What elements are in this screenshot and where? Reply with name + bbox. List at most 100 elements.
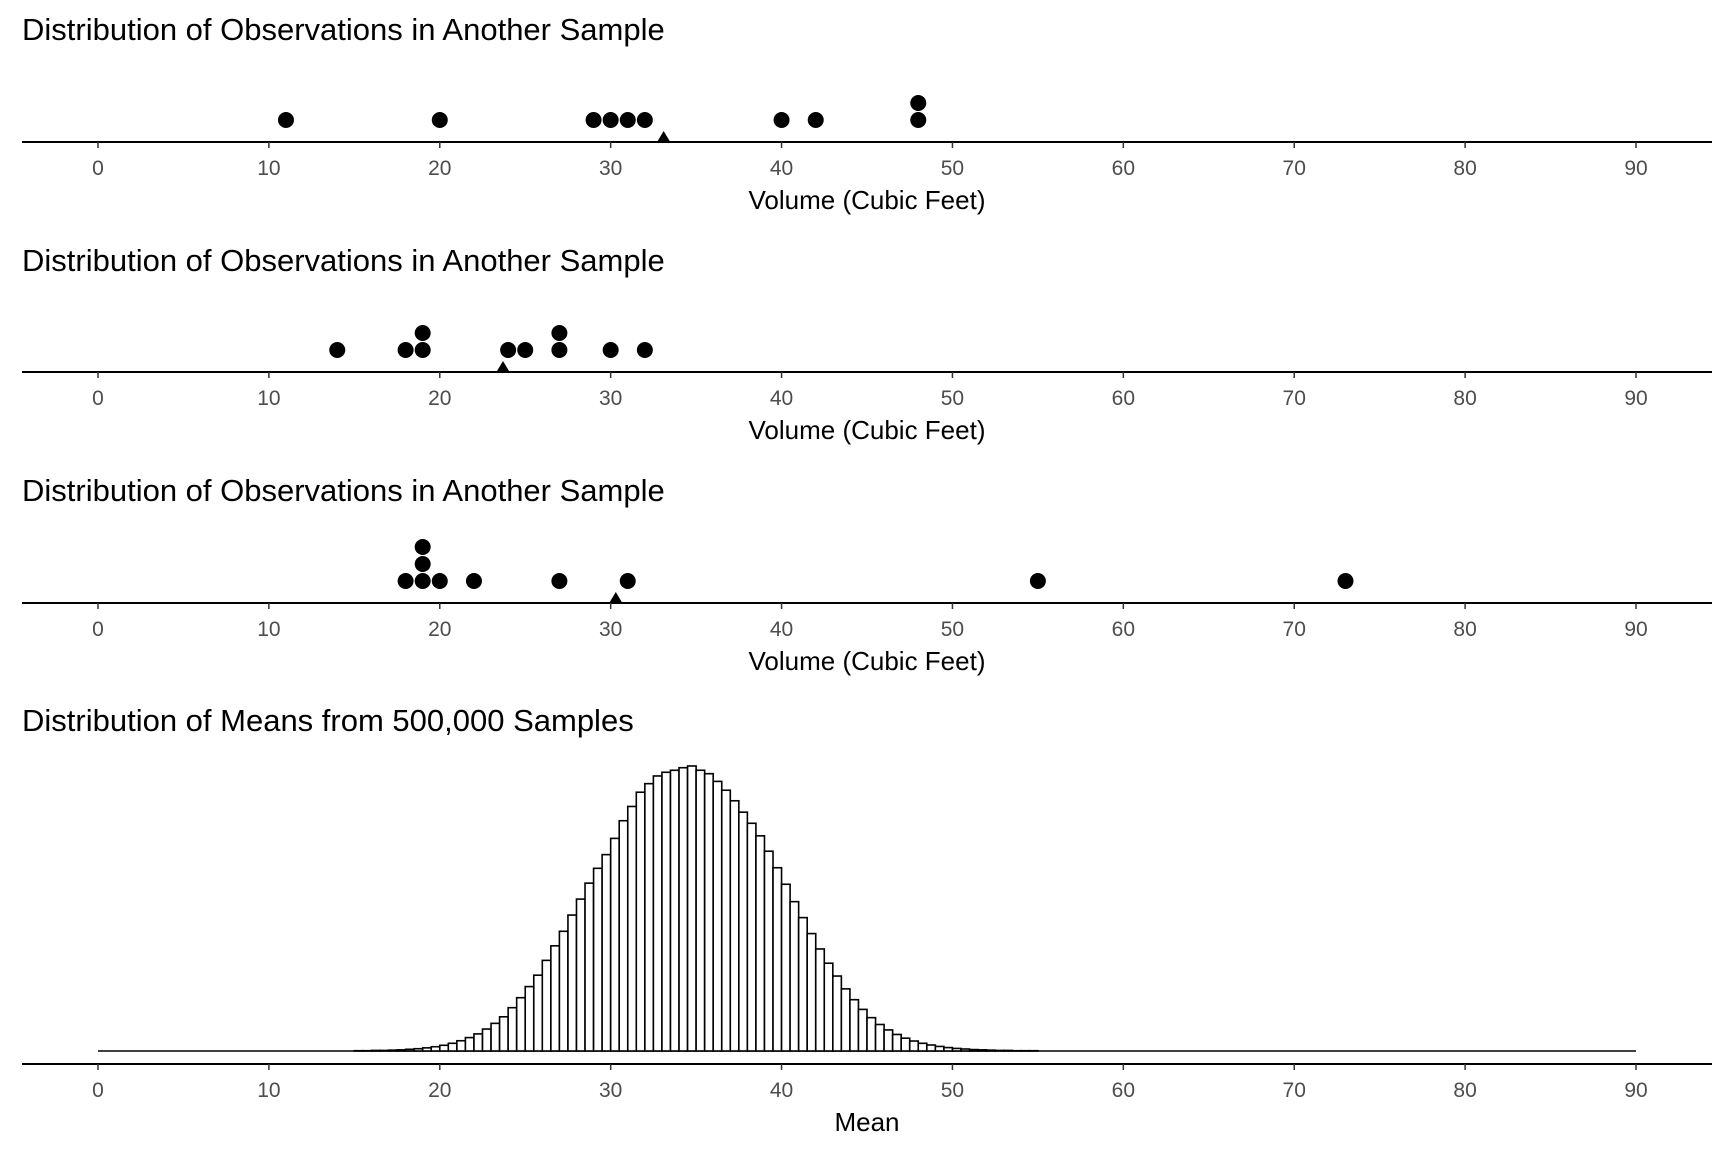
x-tick-label: 10: [257, 618, 280, 641]
histogram-bar: [592, 867, 603, 1052]
histogram-bar: [857, 1008, 868, 1052]
histogram-bar: [883, 1029, 894, 1052]
histogram-bar: [490, 1022, 501, 1052]
mean-marker: [609, 592, 622, 602]
histogram-bar: [609, 837, 621, 1052]
histogram-bar: [447, 1042, 458, 1052]
x-tick-label: 10: [257, 157, 280, 180]
histogram-bar: [635, 791, 646, 1052]
x-tick-label: 30: [599, 157, 622, 180]
data-point: [602, 112, 619, 128]
x-tick-label: 60: [1112, 387, 1135, 410]
x-tick-label: 20: [428, 387, 451, 410]
histogram-bar: [814, 948, 826, 1052]
data-point: [431, 573, 448, 589]
x-tick-label: 70: [1283, 387, 1306, 410]
histogram-bar: [567, 914, 578, 1052]
x-tick-label: 90: [1624, 1079, 1647, 1102]
histogram-bar: [575, 898, 586, 1052]
data-point: [1029, 573, 1046, 589]
x-tick-label: 70: [1283, 157, 1306, 180]
data-point: [602, 342, 619, 358]
panel-2: Distribution of Observations in Another …: [22, 243, 1712, 445]
x-tick-label: 20: [428, 1079, 451, 1102]
histogram-bar: [840, 988, 851, 1052]
histogram-bar: [832, 975, 843, 1052]
histogram-bar: [430, 1045, 441, 1052]
histogram-bar: [601, 853, 612, 1052]
histogram-bar: [387, 1049, 398, 1052]
x-tick-label: 30: [599, 387, 622, 410]
x-tick-label: 30: [599, 1079, 622, 1102]
x-tick-label: 50: [941, 387, 964, 410]
data-point: [517, 342, 534, 358]
histogram-bar: [413, 1047, 424, 1052]
histogram-bar: [729, 799, 740, 1052]
data-point: [414, 556, 431, 572]
histogram-bar: [618, 819, 629, 1052]
panel-title: Distribution of Observations in Another …: [22, 243, 665, 278]
x-tick-label: 10: [257, 387, 280, 410]
histogram-bar: [481, 1028, 492, 1052]
data-point: [636, 112, 653, 128]
histogram-bar: [917, 1042, 928, 1052]
x-axis-label: Mean: [834, 1107, 899, 1137]
x-tick-label: 10: [257, 1079, 280, 1102]
x-tick-label: 90: [1624, 618, 1647, 641]
histogram-bar: [926, 1044, 937, 1052]
data-point: [619, 573, 636, 589]
x-tick-label: 0: [92, 387, 104, 410]
histogram-bar: [379, 1049, 390, 1052]
x-axis-label: Volume (Cubic Feet): [749, 185, 986, 215]
panel-3: Distribution of Observations in Another …: [22, 473, 1712, 676]
data-point: [414, 539, 431, 555]
histogram-bar: [421, 1047, 433, 1052]
panel-4: Distribution of Means from 500,000 Sampl…: [22, 703, 1712, 1137]
panel-title: Distribution of Means from 500,000 Sampl…: [22, 703, 634, 738]
data-point: [1337, 573, 1354, 589]
histogram-bar: [960, 1048, 971, 1052]
histogram-bar: [755, 835, 766, 1052]
mean-marker: [497, 361, 510, 371]
histogram-bar: [370, 1049, 381, 1052]
x-axis-label: Volume (Cubic Feet): [749, 415, 986, 445]
x-tick-label: 0: [92, 1079, 104, 1102]
histogram-bar: [985, 1049, 996, 1052]
x-tick-label: 40: [770, 387, 793, 410]
histogram-bar: [644, 782, 655, 1052]
histogram-bar: [703, 772, 715, 1052]
data-point: [773, 112, 790, 128]
histogram-bar: [507, 1006, 518, 1052]
x-tick-label: 40: [770, 618, 793, 641]
histogram-bar: [464, 1036, 475, 1052]
histogram-bar: [712, 780, 723, 1052]
data-point: [910, 112, 927, 128]
data-point: [329, 342, 346, 358]
data-point: [585, 112, 602, 128]
histogram-bar: [763, 850, 774, 1052]
histogram-bar: [738, 811, 749, 1052]
x-tick-label: 20: [428, 157, 451, 180]
histogram-bar: [934, 1045, 945, 1052]
histogram-bar: [806, 932, 817, 1052]
data-point: [807, 112, 824, 128]
data-point: [431, 112, 448, 128]
histogram-bar: [994, 1049, 1005, 1052]
data-point: [414, 325, 431, 341]
histogram-bar: [678, 766, 689, 1052]
histogram-bar: [789, 900, 800, 1052]
histogram-bar: [396, 1049, 407, 1052]
x-tick-label: 90: [1624, 157, 1647, 180]
x-tick-label: 40: [770, 1079, 793, 1102]
histogram-bar: [849, 998, 860, 1052]
histogram-bar: [669, 769, 680, 1052]
x-tick-label: 70: [1283, 1079, 1306, 1102]
histogram-bar: [661, 771, 672, 1052]
histogram-bar: [652, 775, 663, 1052]
x-tick-label: 30: [599, 618, 622, 641]
panel-title: Distribution of Observations in Another …: [22, 473, 665, 508]
x-tick-label: 50: [941, 157, 964, 180]
x-tick-label: 90: [1624, 387, 1647, 410]
histogram-bar: [695, 769, 706, 1052]
